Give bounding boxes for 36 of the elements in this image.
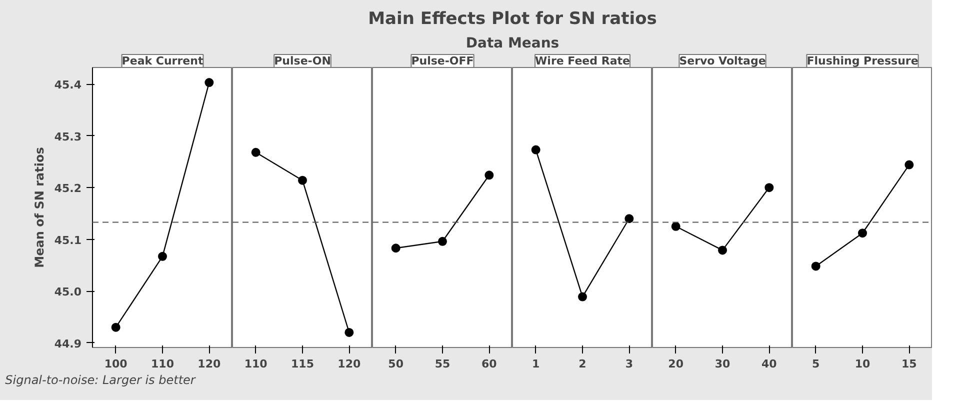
x-tick-label: 55 [434,358,450,370]
chart-title: Servo Voltage [679,54,766,68]
x-tick-label: 60 [482,358,498,370]
y-tick-label: 44.9 [54,337,82,350]
x-tick-label: 5 [812,358,820,370]
x-tick-label: 120 [338,358,361,370]
text: Signal-to-noise: Larger is better [5,373,196,387]
x-tick-label: 2 [578,358,586,370]
x-tick-label: 115 [291,358,314,370]
x-tick-label: 120 [198,358,221,370]
chart-title: Flushing Pressure [806,54,918,68]
point [158,252,167,261]
y-tick-label: 45.2 [54,182,82,196]
text: Main Effects Plot for SN ratios [368,9,657,30]
x-tick-label: 100 [104,358,128,370]
y-tick-label: 45.4 [54,78,82,92]
chart-title: Pulse-OFF [411,54,474,68]
y-tick-label: 45.3 [54,130,82,144]
y-tick-label: 45.0 [54,286,82,299]
x-tick-label: 1 [532,358,540,370]
x-tick-label: 15 [902,358,917,370]
point [204,78,214,87]
y-axis-title: Mean of SN ratios [32,147,46,268]
point [111,322,120,332]
chart-title: Pulse-ON [274,54,331,68]
x-tick-label: 3 [625,358,633,370]
x-tick-label: 30 [714,358,730,370]
x-tick-label: 40 [762,358,778,370]
x-tick-label: 110 [151,358,174,370]
x-tick-label: 20 [668,358,684,370]
y-tick-label: 45.1 [54,234,82,247]
x-tick-label: 50 [388,358,404,370]
x-tick-label: 10 [854,358,870,370]
text: Data Means [466,35,560,52]
x-tick-label: 110 [244,358,268,370]
chart-title: Peak Current [122,54,204,68]
